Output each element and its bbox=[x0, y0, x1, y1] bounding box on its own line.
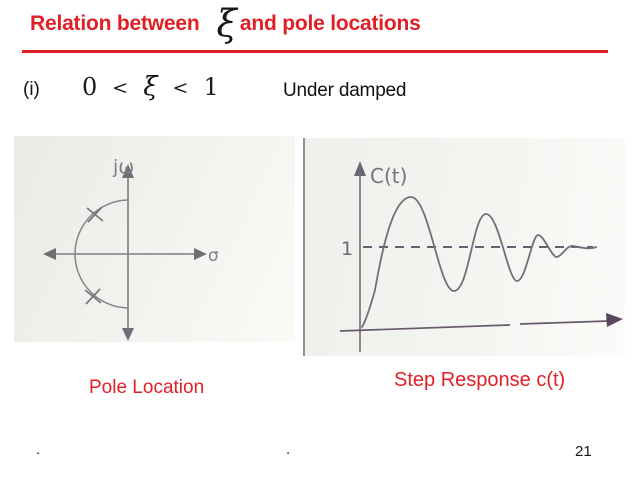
pole-x-marker-lower bbox=[84, 288, 102, 305]
step-response-caption: Step Response c(t) bbox=[394, 369, 566, 391]
less-than-sign: < bbox=[172, 77, 189, 99]
damping-type-label: Under damped bbox=[283, 80, 407, 101]
title-prefix: Relation between bbox=[30, 12, 200, 35]
jw-axis-down-arrow-icon bbox=[122, 328, 134, 341]
s-plane-sketch: jω σ bbox=[43, 156, 219, 341]
xi-symbol: ξ bbox=[143, 72, 158, 102]
footer-middle-dot: . bbox=[286, 441, 291, 458]
title-underline-rule bbox=[22, 50, 608, 53]
pole-semicircle bbox=[74, 199, 130, 309]
step-response-sketch: C(t) 1 bbox=[339, 161, 623, 352]
underdamped-response-curve bbox=[361, 196, 597, 328]
damping-inequality: 0 < ξ < 1 bbox=[82, 72, 219, 102]
footer-left-dot: . bbox=[36, 441, 41, 458]
ct-axis-label: C(t) bbox=[370, 164, 407, 188]
ct-axis-up-arrow-icon bbox=[354, 161, 366, 176]
xi-symbol: ξ bbox=[216, 2, 237, 45]
time-axis-right-arrow-icon bbox=[606, 313, 623, 327]
pole-x-marker-upper bbox=[86, 206, 104, 223]
sigma-axis-right-arrow-icon bbox=[194, 248, 207, 260]
time-axis-line bbox=[339, 320, 610, 332]
lower-bound: 0 bbox=[82, 73, 98, 101]
sigma-axis-left-arrow-icon bbox=[43, 248, 56, 260]
title-suffix: and pole locations bbox=[239, 12, 421, 35]
slide-title: Relation between ξ and pole locations bbox=[30, 5, 421, 42]
item-index-label: (i) bbox=[23, 79, 40, 100]
upper-bound: 1 bbox=[203, 73, 219, 101]
pole-location-caption: Pole Location bbox=[89, 377, 205, 398]
jw-axis-up-arrow-icon bbox=[122, 164, 134, 178]
reference-level-label: 1 bbox=[341, 238, 353, 260]
sigma-axis-label: σ bbox=[208, 246, 219, 266]
page-number: 21 bbox=[575, 443, 592, 460]
jw-axis-label: jω bbox=[112, 156, 134, 178]
step-response-figure: C(t) 1 bbox=[303, 138, 625, 356]
less-than-sign: < bbox=[112, 77, 129, 99]
pole-location-figure: jω σ bbox=[14, 136, 295, 342]
